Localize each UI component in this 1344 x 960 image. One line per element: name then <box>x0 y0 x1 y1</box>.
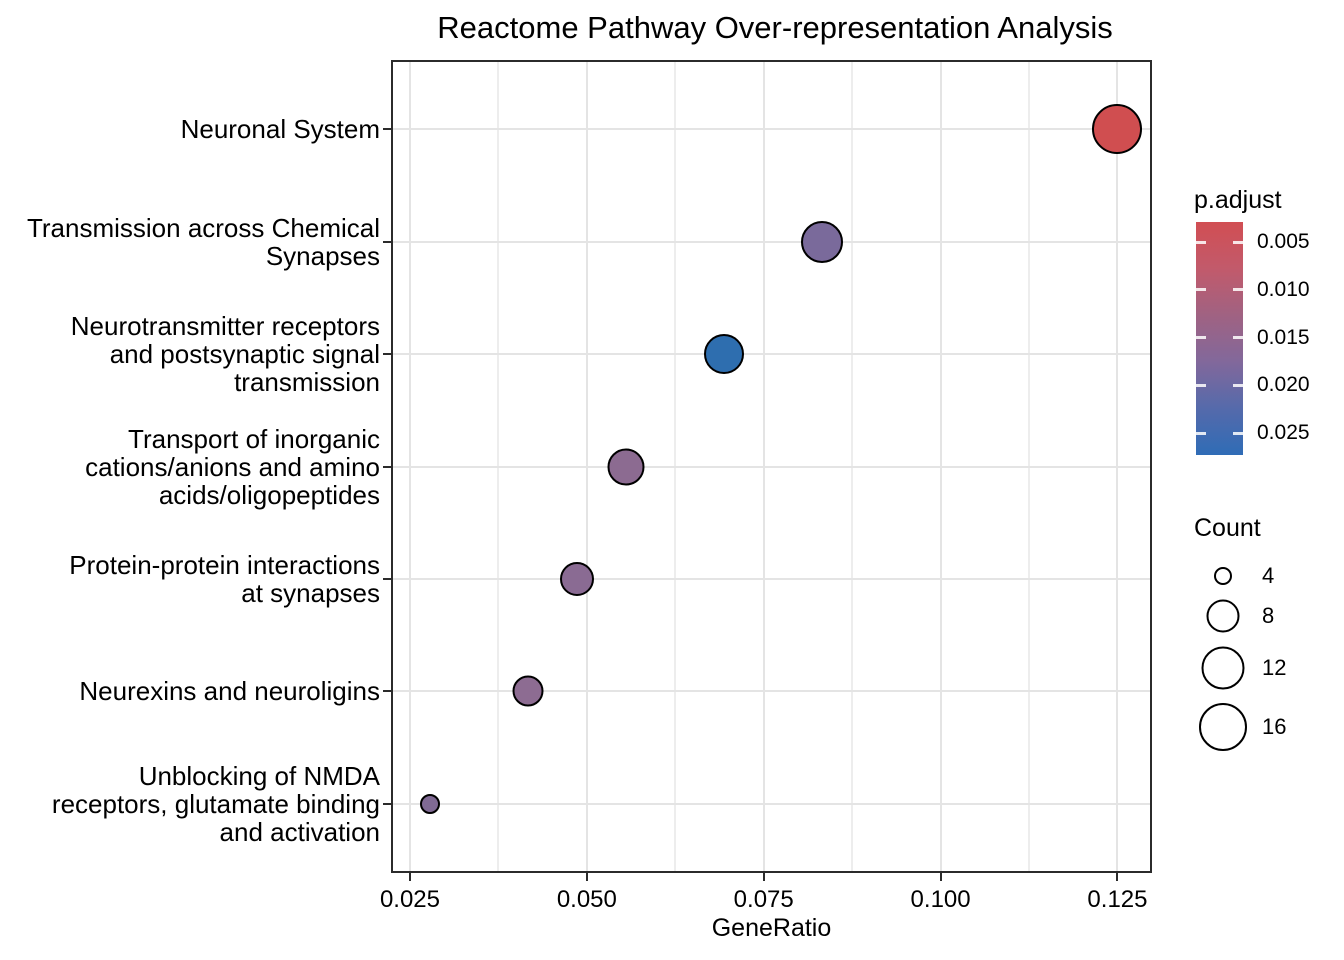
x-tick-label: 0.050 <box>556 886 617 913</box>
gridline-major-horizontal <box>393 353 1150 356</box>
x-tick-label: 0.025 <box>379 886 440 913</box>
colorbar-tick-label: 0.025 <box>1257 421 1310 444</box>
data-point <box>559 561 594 596</box>
gridline-major-horizontal <box>393 577 1150 580</box>
y-axis-tick <box>383 128 391 131</box>
chart-title: Reactome Pathway Over-representation Ana… <box>437 10 1113 45</box>
x-tick-label: 0.075 <box>733 886 794 913</box>
y-axis-label: Transport of inorganic cations/anions an… <box>85 423 380 510</box>
y-axis-tick <box>383 465 391 468</box>
colorbar-tick <box>1233 383 1243 387</box>
data-point <box>1092 104 1143 155</box>
colorbar-tick <box>1196 336 1206 339</box>
data-point <box>704 334 745 375</box>
x-axis-tick <box>762 873 765 881</box>
gridline-major-horizontal <box>393 465 1150 468</box>
colorbar-tick <box>1196 431 1206 435</box>
gridline-major-horizontal <box>393 240 1150 243</box>
x-axis-title: GeneRatio <box>711 914 832 942</box>
colorbar-tick <box>1196 240 1206 244</box>
x-tick-label: 0.100 <box>910 886 971 913</box>
count-legend-label: 8 <box>1262 602 1275 628</box>
x-axis-tick <box>408 873 411 881</box>
colorbar-tick-label: 0.015 <box>1257 325 1310 349</box>
count-legend-label: 4 <box>1262 563 1275 588</box>
data-point <box>512 675 544 707</box>
y-axis-label: Unblocking of NMDA receptors, glutamate … <box>51 760 380 847</box>
y-axis-label: Transmission across Chemical Synapses <box>26 212 380 271</box>
colorbar-tick <box>1196 288 1206 292</box>
count-legend-circle <box>1201 646 1245 689</box>
y-axis-tick <box>383 353 391 356</box>
colorbar-tick <box>1233 336 1243 339</box>
y-axis-tick <box>383 577 391 580</box>
y-axis-tick <box>383 690 391 693</box>
color-legend-title: p.adjust <box>1194 186 1282 214</box>
y-axis-label: Neurexins and neuroligins <box>79 676 380 707</box>
y-axis-tick <box>383 240 391 243</box>
data-point <box>607 448 645 485</box>
data-point <box>419 793 440 814</box>
colorbar-tick-label: 0.020 <box>1257 373 1310 397</box>
y-axis-label: Neuronal System <box>180 114 380 145</box>
x-axis-tick <box>939 873 942 881</box>
x-axis-tick <box>585 873 588 881</box>
count-legend-circle <box>1199 703 1247 751</box>
x-tick-label: 0.125 <box>1087 886 1148 913</box>
colorbar-tick <box>1233 240 1243 244</box>
count-legend-circle <box>1206 599 1240 632</box>
y-axis-label: Neurotransmitter receptors and postsynap… <box>70 311 380 398</box>
count-legend-label: 12 <box>1262 654 1287 680</box>
colorbar-tick-label: 0.010 <box>1257 277 1310 301</box>
y-axis-label: Protein-protein interactions at synapses <box>69 549 380 608</box>
colorbar-tick <box>1233 431 1243 435</box>
gridline-major-horizontal <box>393 690 1150 693</box>
data-point <box>801 220 844 263</box>
count-legend-label: 16 <box>1262 714 1287 739</box>
count-legend-circle <box>1214 567 1232 585</box>
plot-panel <box>391 60 1152 873</box>
colorbar-tick <box>1196 383 1206 387</box>
colorbar-tick-label: 0.005 <box>1257 230 1310 253</box>
gridline-major-horizontal <box>393 802 1150 805</box>
y-axis-tick <box>383 802 391 805</box>
size-legend-title: Count <box>1194 514 1261 542</box>
gridline-major-horizontal <box>393 128 1150 131</box>
x-axis-tick <box>1116 873 1119 881</box>
colorbar-tick <box>1233 288 1243 292</box>
